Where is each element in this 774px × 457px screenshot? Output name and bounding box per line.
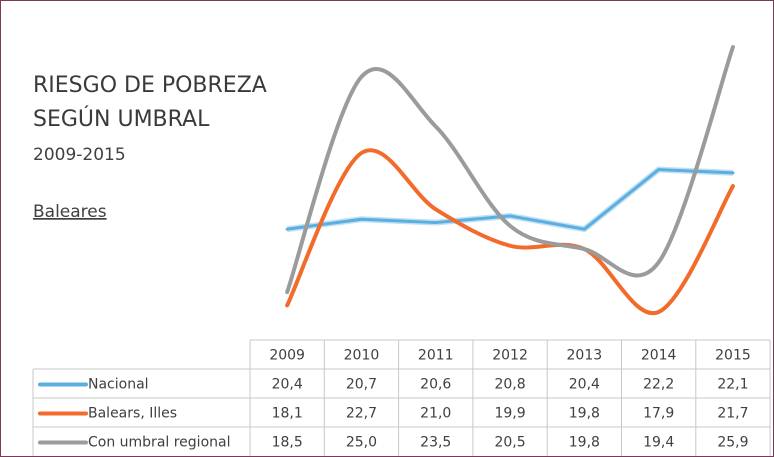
legend-label: Balears, Illes bbox=[88, 406, 177, 422]
table-value: 21,0 bbox=[420, 406, 451, 422]
table-value: 20,4 bbox=[569, 377, 600, 393]
x-tick-label: 2011 bbox=[418, 348, 454, 364]
table-value: 21,7 bbox=[717, 406, 748, 422]
table-value: 20,4 bbox=[272, 377, 303, 393]
table-value: 19,4 bbox=[643, 435, 674, 451]
table-value: 20,8 bbox=[494, 377, 525, 393]
table-value: 19,8 bbox=[569, 435, 600, 451]
table-value: 22,7 bbox=[346, 406, 377, 422]
x-tick-label: 2014 bbox=[641, 348, 677, 364]
x-tick-label: 2015 bbox=[715, 348, 751, 364]
table-value: 22,2 bbox=[643, 377, 674, 393]
table-value: 20,6 bbox=[420, 377, 451, 393]
x-tick-label: 2013 bbox=[567, 348, 603, 364]
table-value: 19,9 bbox=[494, 406, 525, 422]
table-value: 20,5 bbox=[494, 435, 525, 451]
table-value: 17,9 bbox=[643, 406, 674, 422]
chart-title: SEGÚN UMBRAL bbox=[33, 106, 210, 132]
x-tick-label: 2010 bbox=[344, 348, 380, 364]
region-label: Baleares bbox=[33, 202, 107, 222]
table-value: 25,0 bbox=[346, 435, 377, 451]
legend-label: Nacional bbox=[88, 377, 149, 393]
series-line bbox=[285, 148, 735, 316]
x-tick-label: 2009 bbox=[269, 348, 305, 364]
table-value: 23,5 bbox=[420, 435, 451, 451]
chart-title: RIESGO DE POBREZA bbox=[33, 73, 267, 98]
table-value: 18,1 bbox=[272, 406, 303, 422]
table-value: 20,7 bbox=[346, 377, 377, 393]
table-value: 25,9 bbox=[717, 435, 748, 451]
x-tick-label: 2012 bbox=[492, 348, 528, 364]
table-value: 18,5 bbox=[272, 435, 303, 451]
table-value: 19,8 bbox=[569, 406, 600, 422]
chart-subtitle: 2009-2015 bbox=[33, 145, 126, 165]
legend-label: Con umbral regional bbox=[88, 435, 230, 451]
series-line bbox=[285, 168, 735, 231]
table-value: 22,1 bbox=[717, 377, 748, 393]
series-line bbox=[285, 45, 735, 295]
